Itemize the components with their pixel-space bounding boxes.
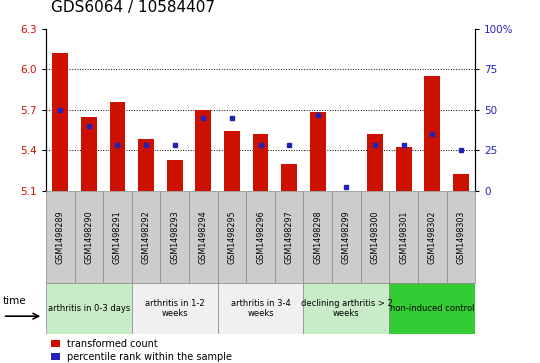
Text: non-induced control: non-induced control <box>390 304 475 313</box>
Bar <box>138 139 154 191</box>
Bar <box>389 191 418 283</box>
Bar <box>303 191 332 283</box>
Bar <box>275 191 303 283</box>
Bar <box>132 191 160 283</box>
Text: GSM1498296: GSM1498296 <box>256 210 265 264</box>
Text: GSM1498289: GSM1498289 <box>56 210 65 264</box>
Bar <box>281 164 297 191</box>
Bar <box>195 110 211 191</box>
Text: GSM1498300: GSM1498300 <box>370 210 380 264</box>
Bar <box>75 191 103 283</box>
Text: GDS6064 / 10584407: GDS6064 / 10584407 <box>51 0 215 15</box>
Bar <box>218 191 246 283</box>
Bar <box>46 191 75 283</box>
Bar <box>218 283 303 334</box>
Bar <box>132 283 218 334</box>
Text: GSM1498295: GSM1498295 <box>227 210 237 264</box>
Text: GSM1498303: GSM1498303 <box>456 210 465 264</box>
Bar <box>81 117 97 191</box>
Bar <box>46 283 132 334</box>
Bar <box>246 191 275 283</box>
Text: GSM1498294: GSM1498294 <box>199 210 208 264</box>
Text: GSM1498290: GSM1498290 <box>84 210 93 264</box>
Bar <box>447 191 475 283</box>
Bar <box>189 191 218 283</box>
Text: GSM1498292: GSM1498292 <box>141 210 151 264</box>
Bar <box>396 147 411 191</box>
Bar <box>361 191 389 283</box>
Text: arthritis in 0-3 days: arthritis in 0-3 days <box>48 304 130 313</box>
Text: GSM1498291: GSM1498291 <box>113 210 122 264</box>
Bar <box>424 76 440 191</box>
Text: declining arthritis > 2
weeks: declining arthritis > 2 weeks <box>301 299 392 318</box>
Bar <box>332 191 361 283</box>
Bar <box>224 131 240 191</box>
Text: arthritis in 1-2
weeks: arthritis in 1-2 weeks <box>145 299 205 318</box>
Text: time: time <box>3 296 26 306</box>
Bar <box>453 175 469 191</box>
Bar <box>367 134 383 191</box>
Text: GSM1498297: GSM1498297 <box>285 210 294 264</box>
Legend: transformed count, percentile rank within the sample: transformed count, percentile rank withi… <box>51 339 232 362</box>
Bar <box>253 134 268 191</box>
Text: GSM1498293: GSM1498293 <box>170 210 179 264</box>
Text: GSM1498301: GSM1498301 <box>399 210 408 264</box>
Bar <box>389 283 475 334</box>
Text: GSM1498302: GSM1498302 <box>428 210 437 264</box>
Bar <box>167 160 183 191</box>
Text: GSM1498299: GSM1498299 <box>342 210 351 264</box>
Text: GSM1498298: GSM1498298 <box>313 210 322 264</box>
Bar <box>418 191 447 283</box>
Bar <box>110 102 125 191</box>
Bar <box>303 283 389 334</box>
Text: arthritis in 3-4
weeks: arthritis in 3-4 weeks <box>231 299 291 318</box>
Bar <box>160 191 189 283</box>
Bar <box>52 53 68 191</box>
Bar <box>310 113 326 191</box>
Bar <box>103 191 132 283</box>
